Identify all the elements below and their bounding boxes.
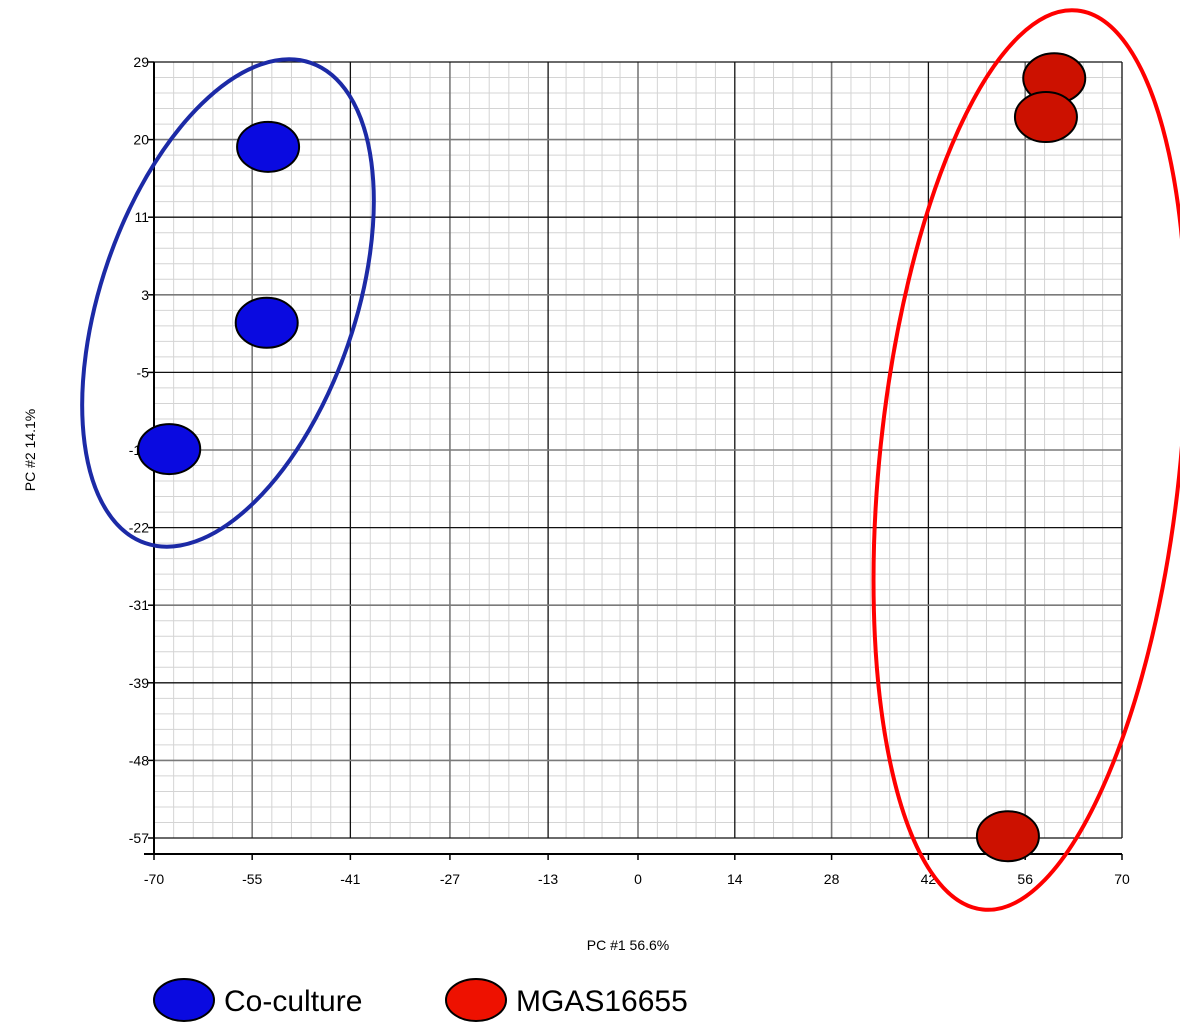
y-tick-label: 3: [141, 287, 149, 303]
legend-label-mgas16655: MGAS16655: [516, 985, 688, 1018]
y-tick-label: 29: [133, 54, 149, 70]
x-tick-label: 56: [1017, 871, 1033, 887]
x-tick-label: -55: [242, 871, 262, 887]
y-tick-label: 11: [134, 209, 149, 225]
y-axis-title: PC #2 14.1%: [22, 409, 38, 492]
point-mgas16655: [975, 810, 1040, 863]
legend-swatch-mgas16655: [445, 978, 507, 1022]
y-tick-label: -48: [129, 752, 149, 768]
y-tick-label: -57: [129, 830, 149, 846]
x-tick-label: 14: [727, 871, 743, 887]
data-points: [137, 52, 1087, 863]
y-tick-label: -22: [129, 520, 149, 536]
point-co-culture: [234, 296, 299, 349]
x-tick-label: 0: [634, 871, 642, 887]
point-co-culture: [236, 120, 301, 173]
x-axis-title: PC #1 56.6%: [587, 937, 670, 953]
x-tick-labels: -70 -55 -41 -27 -13 0 14 28 42 56 70: [144, 871, 1130, 887]
group-outlines: [80, 8, 1180, 912]
x-tick-label: -70: [144, 871, 164, 887]
y-tick-label: -31: [129, 597, 149, 613]
y-tick-label: -5: [137, 364, 150, 380]
point-co-culture: [137, 423, 202, 476]
x-tick-label: -13: [538, 871, 558, 887]
group-outline-co-culture: [80, 57, 376, 549]
legend-swatch-co-culture: [153, 978, 215, 1022]
legend: Co-culture MGAS16655: [153, 978, 688, 1022]
point-mgas16655: [1013, 91, 1078, 144]
y-tick-label: 20: [133, 132, 149, 148]
y-tick-label: -39: [129, 675, 149, 691]
legend-label-co-culture: Co-culture: [224, 985, 362, 1018]
x-tick-label: -41: [340, 871, 360, 887]
x-tick-label: 28: [824, 871, 840, 887]
x-tick-label: 70: [1114, 871, 1130, 887]
x-tick-label: -27: [440, 871, 460, 887]
group-outline-mgas16655: [871, 8, 1180, 912]
